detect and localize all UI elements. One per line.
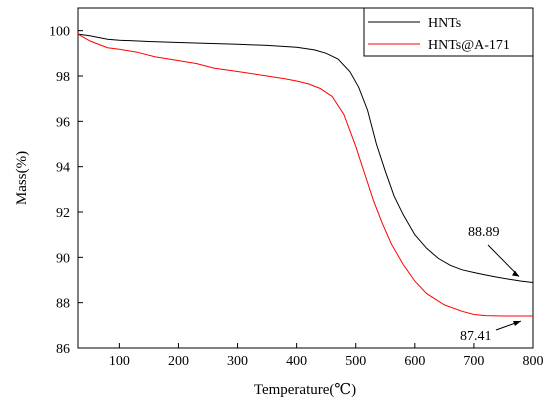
plot-area (77, 7, 534, 349)
annotation-arrowhead-hnts-a171 (513, 321, 521, 327)
x-tick-label: 300 (227, 354, 248, 369)
legend-label-hnts: HNTs (428, 16, 461, 31)
annotation-layer: 88.89 87.41 (460, 225, 522, 344)
annotation-label-hnts-a171: 87.41 (460, 329, 492, 344)
y-axis-ticks: 86 88 90 92 94 96 98 100 (49, 25, 83, 357)
annotation-arrow-hnts (487, 244, 520, 277)
x-tick-label: 800 (523, 354, 544, 369)
x-tick-label: 100 (109, 354, 130, 369)
y-tick-label: 88 (56, 297, 70, 312)
legend: HNTs HNTs@A-171 (363, 7, 534, 57)
x-axis-ticks: 100 200 300 400 500 600 700 800 (109, 343, 544, 369)
y-tick-label: 90 (56, 251, 70, 266)
x-tick-label: 700 (463, 354, 484, 369)
annotation-label-hnts: 88.89 (468, 225, 500, 240)
y-tick-label: 92 (56, 206, 70, 221)
x-tick-label: 600 (404, 354, 425, 369)
x-tick-label: 200 (168, 354, 189, 369)
series-line-1 (77, 33, 533, 317)
annotation-arrowhead-hnts (512, 270, 519, 277)
legend-label-hnts-a171: HNTs@A-171 (428, 38, 510, 53)
x-tick-label: 400 (286, 354, 307, 369)
series-layer (77, 33, 534, 317)
legend-box (363, 7, 534, 57)
y-tick-label: 86 (56, 342, 70, 357)
y-tick-label: 98 (56, 70, 70, 85)
y-tick-label: 100 (49, 25, 70, 40)
y-tick-label: 96 (56, 115, 70, 130)
series-line-0 (77, 33, 534, 283)
x-axis-title: Temperature(℃) (254, 382, 356, 398)
y-tick-label: 94 (56, 161, 70, 176)
y-axis-title: Mass(%) (14, 151, 30, 205)
x-tick-label: 500 (345, 354, 366, 369)
